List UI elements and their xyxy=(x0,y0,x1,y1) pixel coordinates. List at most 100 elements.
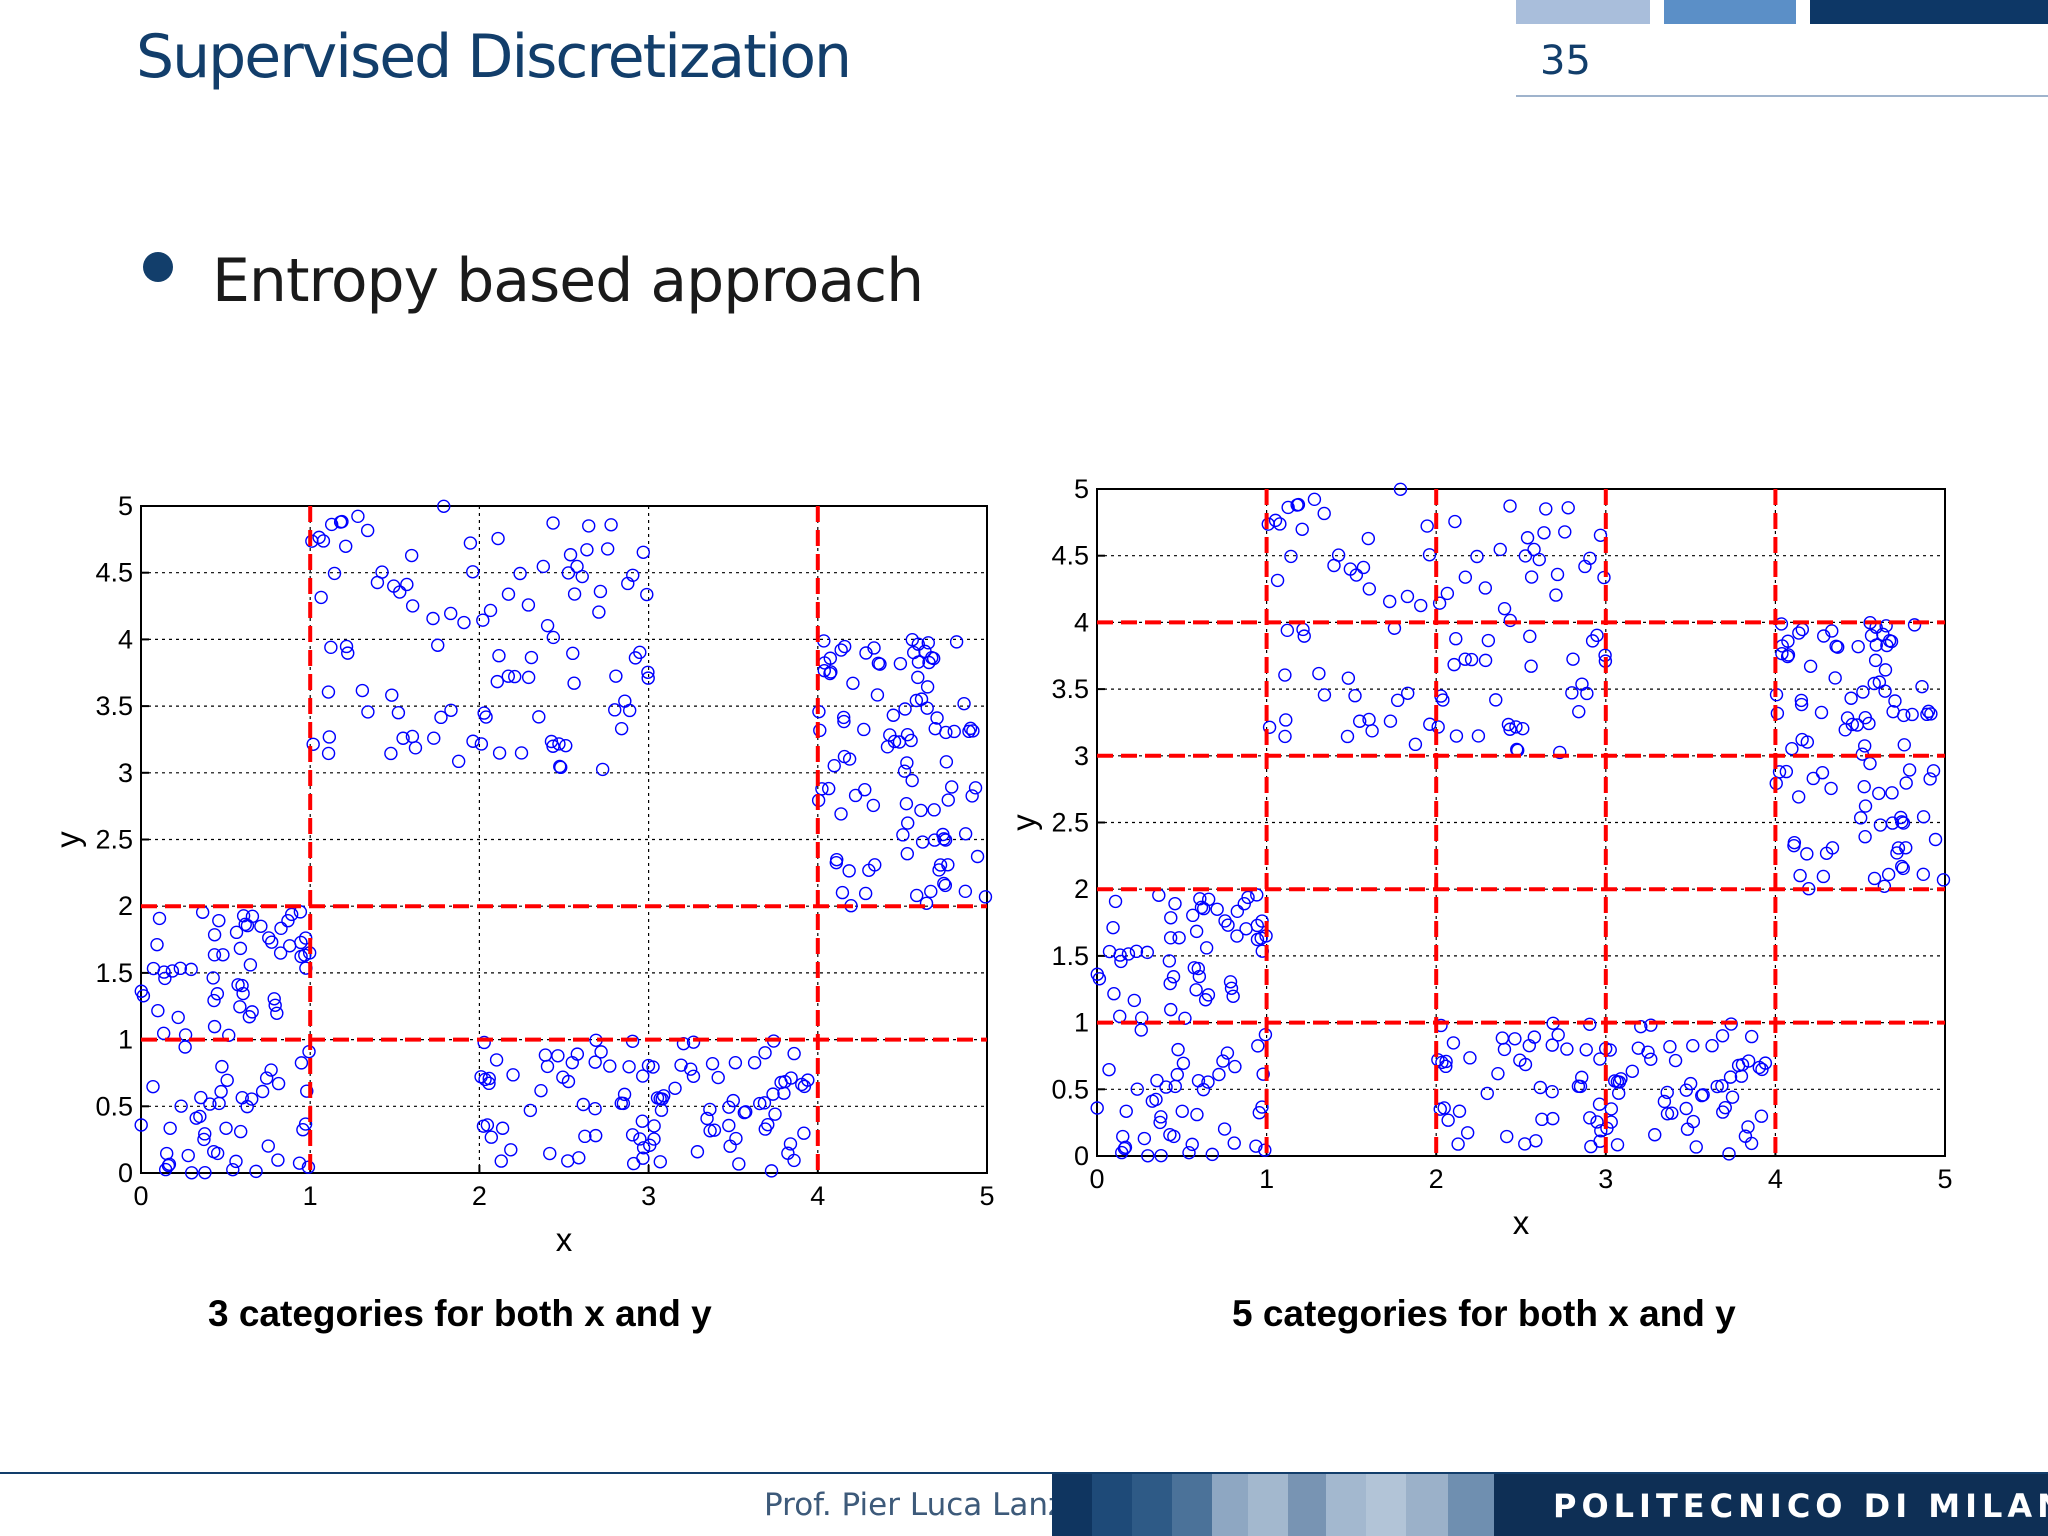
data-point xyxy=(668,1081,682,1095)
data-point xyxy=(540,618,555,633)
data-point xyxy=(404,548,419,563)
data-point xyxy=(1353,714,1367,728)
data-point xyxy=(1872,786,1886,801)
data-point xyxy=(1170,1067,1184,1082)
data-point xyxy=(1171,1042,1185,1057)
data-point xyxy=(1137,1131,1152,1146)
data-point xyxy=(640,587,654,602)
data-point xyxy=(215,1059,229,1074)
data-point xyxy=(1644,1018,1658,1032)
data-point xyxy=(722,1100,736,1114)
data-point xyxy=(1212,1067,1226,1082)
data-point xyxy=(753,1096,767,1111)
data-point xyxy=(1237,897,1251,911)
data-point xyxy=(1464,652,1479,667)
data-point xyxy=(1885,786,1899,800)
data-point xyxy=(944,780,959,794)
data-point xyxy=(242,1010,257,1024)
data-point xyxy=(1393,482,1408,497)
data-point xyxy=(1897,738,1911,752)
data-point xyxy=(609,669,623,683)
data-point xyxy=(1593,528,1608,542)
data-point xyxy=(1383,714,1398,728)
data-point xyxy=(909,693,924,708)
data-point xyxy=(1665,1106,1679,1120)
data-point xyxy=(965,789,979,803)
data-point xyxy=(1583,1111,1597,1125)
x-tick-label: 4 xyxy=(1768,1164,1783,1194)
data-point xyxy=(1791,790,1806,804)
data-point xyxy=(1741,1054,1756,1068)
data-point xyxy=(941,858,955,872)
data-point xyxy=(1159,1080,1173,1094)
y-tick-label: 2.5 xyxy=(1051,808,1089,838)
data-point xyxy=(1448,514,1462,529)
data-point xyxy=(939,725,953,740)
data-point xyxy=(1422,548,1437,562)
data-point xyxy=(1341,671,1356,685)
data-point xyxy=(1503,722,1517,736)
data-point xyxy=(1916,867,1930,882)
data-point xyxy=(938,878,953,893)
data-point xyxy=(206,971,220,985)
data-point xyxy=(492,649,506,663)
data-point xyxy=(1867,676,1881,691)
data-point xyxy=(1102,1062,1116,1077)
data-point xyxy=(521,670,536,685)
data-point xyxy=(737,1105,752,1120)
data-point xyxy=(1497,1042,1512,1057)
data-point xyxy=(1107,987,1121,1001)
data-point xyxy=(1545,1038,1559,1052)
data-point xyxy=(1227,1136,1241,1150)
data-point xyxy=(298,948,312,962)
data-point xyxy=(1858,710,1873,725)
data-point xyxy=(726,1093,740,1108)
data-point xyxy=(207,928,222,942)
data-point xyxy=(859,646,873,660)
data-point xyxy=(1794,697,1809,712)
data-point xyxy=(1163,976,1177,991)
data-point xyxy=(1795,622,1810,637)
data-point xyxy=(1936,873,1951,887)
data-point xyxy=(1899,776,1913,790)
data-point xyxy=(561,1074,576,1089)
data-point xyxy=(1092,972,1107,986)
data-point xyxy=(339,539,353,553)
data-point xyxy=(1327,558,1341,573)
data-point xyxy=(482,1076,496,1091)
data-point xyxy=(603,1059,617,1073)
data-point xyxy=(911,670,925,685)
data-point xyxy=(1140,945,1154,960)
data-point xyxy=(646,1060,660,1074)
data-point xyxy=(1401,686,1415,700)
data-point xyxy=(1119,1104,1133,1118)
data-point xyxy=(495,1121,510,1135)
data-point xyxy=(836,710,851,725)
data-point xyxy=(567,676,581,690)
data-point xyxy=(1317,688,1332,702)
data-point xyxy=(1343,562,1358,576)
data-point xyxy=(1608,1074,1622,1088)
data-point xyxy=(604,518,618,532)
data-point xyxy=(1090,1101,1104,1115)
data-point xyxy=(1775,646,1789,661)
data-point xyxy=(1249,1139,1263,1153)
data-point xyxy=(837,639,852,654)
data-point xyxy=(1877,879,1892,893)
data-point xyxy=(1824,781,1838,796)
data-point xyxy=(1683,1076,1698,1091)
data-point xyxy=(1478,653,1493,668)
data-point xyxy=(921,636,935,650)
data-point xyxy=(1201,1075,1215,1089)
y-tick-label: 0 xyxy=(118,1158,133,1188)
data-point xyxy=(1114,954,1128,969)
data-point xyxy=(1535,1112,1549,1127)
data-point xyxy=(1787,838,1801,853)
data-point xyxy=(370,575,385,590)
data-point xyxy=(384,746,398,761)
y-tick-label: 1 xyxy=(118,1025,133,1055)
data-point xyxy=(938,833,953,847)
data-point xyxy=(933,858,948,872)
data-point xyxy=(1604,1102,1619,1116)
data-point xyxy=(1794,693,1809,708)
